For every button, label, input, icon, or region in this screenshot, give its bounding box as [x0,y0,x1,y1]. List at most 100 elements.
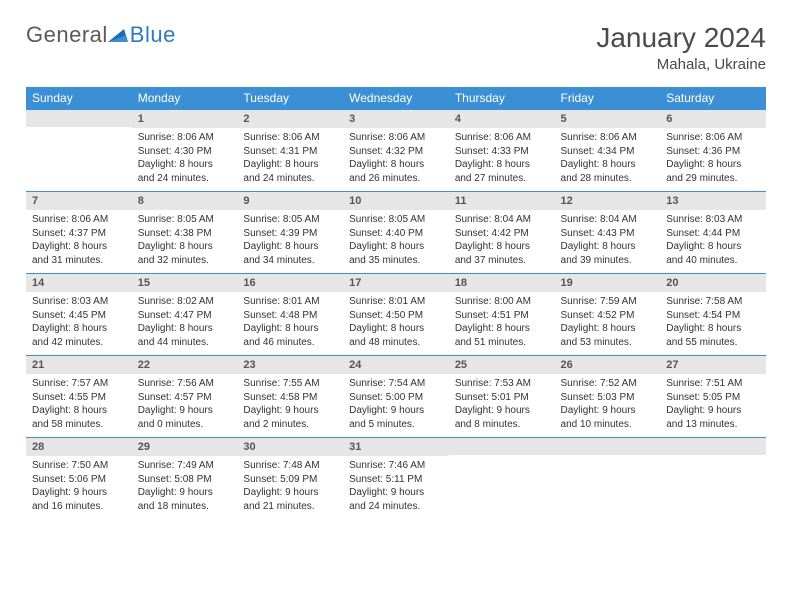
sunrise-text: Sunrise: 7:59 AM [561,295,655,309]
calendar-day-cell: 17Sunrise: 8:01 AMSunset: 4:50 PMDayligh… [343,273,449,355]
day-number [26,109,132,127]
daylight-line1: Daylight: 8 hours [32,240,126,254]
daylight-line2: and 27 minutes. [455,172,549,186]
sunrise-text: Sunrise: 8:01 AM [349,295,443,309]
daylight-line1: Daylight: 9 hours [243,486,337,500]
sunset-text: Sunset: 4:43 PM [561,227,655,241]
daylight-line2: and 0 minutes. [138,418,232,432]
daylight-line1: Daylight: 9 hours [138,486,232,500]
day-info: Sunrise: 8:04 AMSunset: 4:43 PMDaylight:… [555,210,661,273]
daylight-line1: Daylight: 8 hours [138,322,232,336]
day-info: Sunrise: 8:06 AMSunset: 4:37 PMDaylight:… [26,210,132,273]
sunset-text: Sunset: 4:55 PM [32,391,126,405]
day-number: 25 [449,355,555,374]
day-info: Sunrise: 8:01 AMSunset: 4:48 PMDaylight:… [237,292,343,355]
calendar-day-cell: 27Sunrise: 7:51 AMSunset: 5:05 PMDayligh… [660,355,766,437]
weekday-header: Monday [132,87,238,109]
day-info: Sunrise: 8:02 AMSunset: 4:47 PMDaylight:… [132,292,238,355]
sunset-text: Sunset: 4:34 PM [561,145,655,159]
sunrise-text: Sunrise: 8:05 AM [243,213,337,227]
calendar-day-cell: 19Sunrise: 7:59 AMSunset: 4:52 PMDayligh… [555,273,661,355]
sunrise-text: Sunrise: 8:05 AM [349,213,443,227]
day-number: 4 [449,109,555,128]
day-number: 21 [26,355,132,374]
daylight-line2: and 28 minutes. [561,172,655,186]
sunrise-text: Sunrise: 8:05 AM [138,213,232,227]
daylight-line1: Daylight: 9 hours [666,404,760,418]
daylight-line2: and 44 minutes. [138,336,232,350]
day-number: 14 [26,273,132,292]
sunrise-text: Sunrise: 7:57 AM [32,377,126,391]
weekday-row: SundayMondayTuesdayWednesdayThursdayFrid… [26,87,766,109]
day-info: Sunrise: 7:50 AMSunset: 5:06 PMDaylight:… [26,456,132,519]
daylight-line1: Daylight: 8 hours [455,240,549,254]
weekday-header: Wednesday [343,87,449,109]
sunrise-text: Sunrise: 8:03 AM [32,295,126,309]
day-number: 13 [660,191,766,210]
day-number: 19 [555,273,661,292]
calendar-day-cell: 11 Sunrise: 8:04 AMSunset: 4:42 PMDayligh… [449,191,555,273]
calendar-day-cell: 30Sunrise: 7:48 AMSunset: 5:09 PMDayligh… [237,437,343,519]
calendar-day-cell [449,437,555,519]
daylight-line1: Daylight: 9 hours [243,404,337,418]
sunrise-text: Sunrise: 8:02 AM [138,295,232,309]
daylight-line2: and 16 minutes. [32,500,126,514]
day-number: 5 [555,109,661,128]
day-info: Sunrise: 8:06 AMSunset: 4:32 PMDaylight:… [343,128,449,191]
sunset-text: Sunset: 4:44 PM [666,227,760,241]
daylight-line1: Daylight: 9 hours [561,404,655,418]
brand-logo: General Blue [26,22,176,48]
daylight-line1: Daylight: 8 hours [243,240,337,254]
calendar-body: 1Sunrise: 8:06 AMSunset: 4:30 PMDaylight… [26,109,766,519]
sunset-text: Sunset: 4:42 PM [455,227,549,241]
daylight-line2: and 34 minutes. [243,254,337,268]
month-title: January 2024 [596,22,766,54]
day-info: Sunrise: 7:51 AMSunset: 5:05 PMDaylight:… [660,374,766,437]
daylight-line2: and 10 minutes. [561,418,655,432]
calendar-week-row: 21 Sunrise: 7:57 AMSunset: 4:55 PM Dayligh… [26,355,766,437]
sunset-text: Sunset: 4:50 PM [349,309,443,323]
day-number: 16 [237,273,343,292]
calendar-week-row: 14Sunrise: 8:03 AMSunset: 4:45 PMDayligh… [26,273,766,355]
day-info: Sunrise: 7:46 AMSunset: 5:11 PMDaylight:… [343,456,449,519]
daylight-line2: and 55 minutes. [666,336,760,350]
calendar-day-cell: 23Sunrise: 7:55 AMSunset: 4:58 PMDayligh… [237,355,343,437]
day-info: Sunrise: 7:59 AMSunset: 4:52 PMDaylight:… [555,292,661,355]
sunrise-text: Sunrise: 7:53 AM [455,377,549,391]
daylight-line1: Daylight: 8 hours [138,240,232,254]
sunset-text: Sunset: 4:37 PM [32,227,126,241]
day-info: Sunrise: 8:06 AMSunset: 4:33 PMDaylight:… [449,128,555,191]
day-number: 15 [132,273,238,292]
calendar-week-row: 7Sunrise: 8:06 AMSunset: 4:37 PMDaylight… [26,191,766,273]
sunset-text: Sunset: 4:47 PM [138,309,232,323]
sunrise-text: Sunrise: 7:56 AM [138,377,232,391]
daylight-line1: Daylight: 9 hours [349,404,443,418]
sunset-text: Sunset: 4:36 PM [666,145,760,159]
calendar-day-cell: 29Sunrise: 7:49 AMSunset: 5:08 PMDayligh… [132,437,238,519]
day-number [555,437,661,455]
sunset-text: Sunset: 4:33 PM [455,145,549,159]
sunset-text: Sunset: 4:40 PM [349,227,443,241]
day-number: 3 [343,109,449,128]
daylight-line2: and 37 minutes. [455,254,549,268]
day-number: 24 [343,355,449,374]
sunrise-text: Sunrise: 8:04 AM [455,213,549,227]
daylight-line2: and 13 minutes. [666,418,760,432]
sunset-text: Sunset: 4:39 PM [243,227,337,241]
day-number: 12 [555,191,661,210]
day-number: 10 [343,191,449,210]
sunrise-text: Sunrise: 8:06 AM [243,131,337,145]
calendar-day-cell: 21Sunrise: 7:57 AMSunset: 4:55 PMDayligh… [26,355,132,437]
calendar-week-row: 28Sunrise: 7:50 AMSunset: 5:06 PMDayligh… [26,437,766,519]
sunset-text: Sunset: 5:09 PM [243,473,337,487]
calendar-day-cell: 12Sunrise: 8:04 AMSunset: 4:43 PMDayligh… [555,191,661,273]
sunset-text: Sunset: 5:08 PM [138,473,232,487]
daylight-line1: Daylight: 8 hours [32,322,126,336]
day-info: Sunrise: 8:05 AMSunset: 4:39 PMDaylight:… [237,210,343,273]
day-number: 11 [449,191,555,210]
weekday-header: Friday [555,87,661,109]
daylight-line1: Daylight: 8 hours [455,322,549,336]
daylight-line2: and 53 minutes. [561,336,655,350]
day-number: 29 [132,437,238,456]
daylight-line2: and 21 minutes. [243,500,337,514]
